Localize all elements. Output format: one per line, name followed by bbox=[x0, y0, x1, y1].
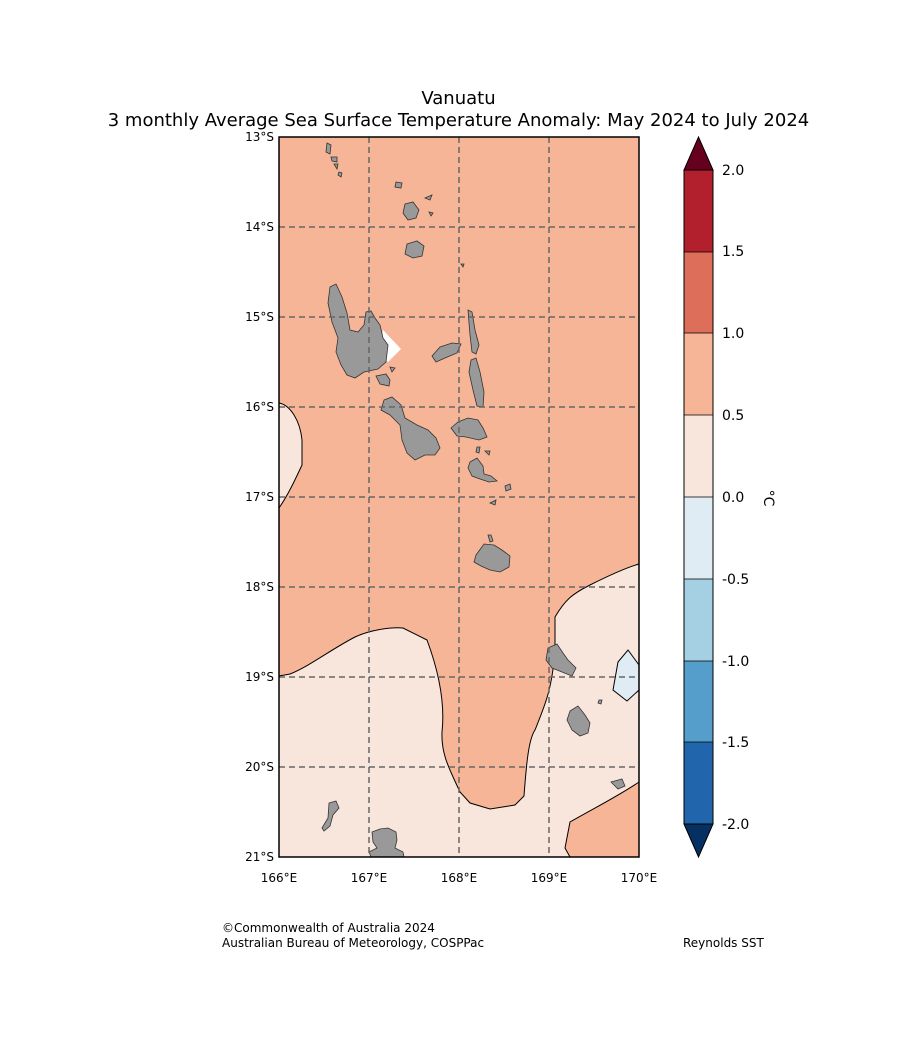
map-subtitle: 3 monthly Average Sea Surface Temperatur… bbox=[107, 110, 810, 131]
island-merelava bbox=[460, 263, 465, 268]
island-tanna bbox=[566, 705, 591, 737]
island-torres-2 bbox=[330, 156, 338, 163]
data-source: Reynolds SST bbox=[683, 936, 764, 950]
lat-label: 20°S bbox=[245, 760, 274, 774]
island-ureparapara bbox=[394, 181, 403, 189]
colorbar-dividers bbox=[684, 251, 713, 743]
colorbar-tick-label: 0.5 bbox=[722, 408, 744, 424]
island-torres-1 bbox=[325, 142, 332, 155]
island-torres-4 bbox=[337, 171, 343, 178]
island-epi bbox=[467, 457, 498, 483]
island-erromango bbox=[545, 643, 577, 677]
credit-line-1: ©Commonwealth of Australia 2024 bbox=[222, 921, 435, 935]
island-malakula bbox=[380, 396, 441, 461]
lat-label: 14°S bbox=[245, 220, 274, 234]
colorbar-tick-label: -2.0 bbox=[722, 817, 749, 833]
island-lopevi bbox=[484, 450, 491, 456]
copyright-credit: ©Commonwealth of Australia 2024 Australi… bbox=[222, 921, 484, 951]
map-frame bbox=[278, 136, 640, 858]
colorbar-tick-labels: 2.0 1.5 1.0 0.5 0.0 -0.5 -1.0 -1.5 -2.0 bbox=[722, 163, 749, 833]
colorbar-bin bbox=[684, 497, 713, 579]
island-new-caledonia-ouvea bbox=[321, 800, 340, 832]
map-title: Vanuatu bbox=[421, 88, 496, 109]
island-aneityum bbox=[610, 778, 626, 790]
island-mota-lava bbox=[428, 211, 434, 217]
island-aniwa bbox=[597, 699, 603, 705]
island-emae bbox=[489, 499, 497, 506]
lat-label: 19°S bbox=[245, 670, 274, 684]
colorbar-unit: °C bbox=[760, 490, 776, 507]
colorbar-tick-label: -0.5 bbox=[722, 572, 749, 588]
island-aore bbox=[389, 366, 396, 373]
lat-label: 13°S bbox=[245, 130, 274, 144]
colorbar-bin bbox=[684, 579, 713, 661]
lat-label: 17°S bbox=[245, 490, 274, 504]
colorbar-tick-label: 1.5 bbox=[722, 244, 744, 260]
lat-label: 16°S bbox=[245, 400, 274, 414]
lon-label: 167°E bbox=[351, 871, 388, 885]
colorbar-extend-top bbox=[683, 135, 714, 171]
colorbar-tick-label: 2.0 bbox=[722, 163, 744, 179]
longitude-labels: 166°E 167°E 168°E 169°E 170°E bbox=[261, 871, 658, 885]
credit-line-2: Australian Bureau of Meteorology, COSPPa… bbox=[222, 936, 485, 950]
island-espiritu-santo bbox=[327, 283, 389, 379]
lon-label: 166°E bbox=[261, 871, 298, 885]
colorbar-tick-label: -1.0 bbox=[722, 654, 749, 670]
island-nguna bbox=[487, 534, 494, 543]
colorbar-tick-label: 0.0 bbox=[722, 490, 744, 506]
colorbar-tick-label: -1.5 bbox=[722, 735, 749, 751]
lon-label: 169°E bbox=[531, 871, 568, 885]
colorbar: 2.0 1.5 1.0 0.5 0.0 -0.5 -1.0 -1.5 -2.0 … bbox=[683, 135, 776, 859]
colorbar-bin bbox=[684, 661, 713, 742]
anomaly-0.0-0.5-west bbox=[278, 402, 303, 510]
colorbar-bin bbox=[684, 333, 713, 415]
island-efate bbox=[473, 543, 511, 573]
island-paama bbox=[475, 446, 481, 454]
island-tongoa bbox=[504, 483, 512, 492]
gridlines bbox=[279, 137, 639, 857]
island-mota bbox=[423, 194, 433, 201]
island-maewo bbox=[467, 309, 480, 355]
lat-label: 21°S bbox=[245, 850, 274, 864]
colorbar-bin bbox=[684, 742, 713, 824]
lat-label: 18°S bbox=[245, 580, 274, 594]
colorbar-bin bbox=[684, 252, 713, 333]
island-vanua-lava bbox=[402, 201, 420, 221]
lon-label: 168°E bbox=[441, 871, 478, 885]
island-new-caledonia-lifou bbox=[368, 827, 405, 858]
island-gaua bbox=[404, 240, 425, 259]
colorbar-extend-bottom bbox=[683, 823, 714, 859]
colorbar-tick-label: 1.0 bbox=[722, 326, 744, 342]
colorbar-bin bbox=[684, 170, 713, 252]
island-torres-3 bbox=[333, 163, 339, 171]
lon-label: 170°E bbox=[621, 871, 658, 885]
latitude-labels: 13°S 14°S 15°S 16°S 17°S 18°S 19°S 20°S … bbox=[245, 130, 274, 864]
islands bbox=[321, 142, 626, 858]
island-malo bbox=[375, 373, 391, 387]
lat-label: 15°S bbox=[245, 310, 274, 324]
island-ambrym bbox=[450, 417, 488, 441]
colorbar-bin bbox=[684, 415, 713, 497]
